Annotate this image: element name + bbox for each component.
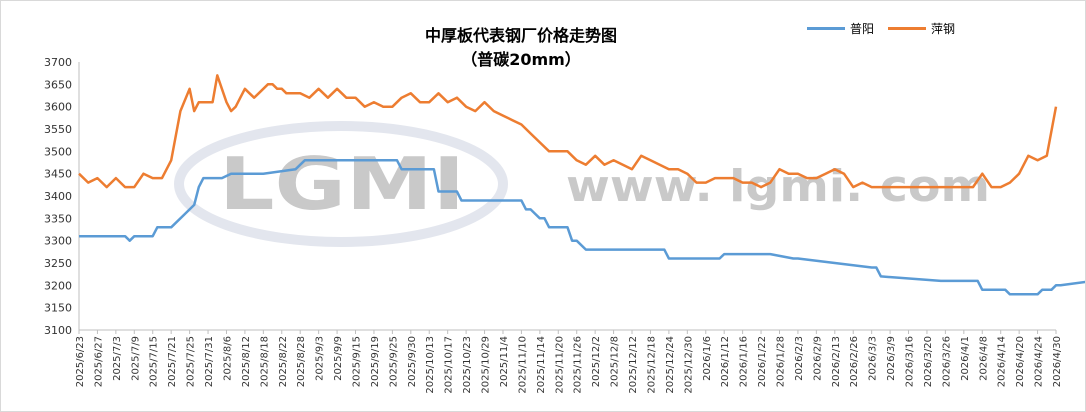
x-tick-label: 2026/3/20: [923, 336, 934, 387]
y-tick-label: 3200: [44, 279, 72, 292]
x-tick-label: 2025/6/23: [75, 336, 86, 387]
y-tick-label: 3550: [44, 123, 72, 136]
x-tick-label: 2025/8/12: [241, 336, 252, 387]
x-tick-label: 2025/11/10: [517, 336, 528, 394]
series-line-puyang: [79, 159, 1085, 296]
x-tick-label: 2025/8/6: [222, 336, 233, 381]
legend-label-pinggang: 萍钢: [931, 22, 956, 36]
y-tick-label: 3300: [44, 235, 72, 248]
x-tick-label: 2026/1/22: [757, 336, 768, 387]
x-tick-label: 2025/9/19: [370, 336, 381, 387]
legend: 普阳 萍钢: [807, 20, 969, 37]
x-tick-label: 2025/12/18: [646, 336, 657, 394]
x-tick-label: 2025/9/25: [388, 336, 399, 387]
x-tick-label: 2026/1/6: [702, 336, 713, 381]
x-tick-label: 2026/1/28: [775, 336, 786, 387]
x-tick-label: 2026/3/26: [941, 336, 952, 387]
x-tick-label: 2025/12/12: [628, 336, 639, 394]
x-tick-label: 2026/3/3: [868, 336, 879, 381]
x-tick-label: 2026/4/24: [1034, 336, 1045, 387]
x-tick-label: 2025/9/30: [407, 336, 418, 387]
chart-subtitle: （普碳20mm）: [461, 50, 581, 69]
x-tick-label: 2025/11/14: [536, 336, 547, 394]
x-tick-label: 2026/3/16: [905, 336, 916, 387]
x-tick-label: 2025/12/8: [610, 336, 621, 387]
series-line-pinggang: [78, 74, 1058, 189]
x-tick-label: 2025/8/18: [259, 336, 270, 387]
x-tick-label: 2025/11/4: [499, 336, 510, 387]
x-tick-label: 2025/9/9: [333, 336, 344, 381]
x-tick-label: 2025/6/27: [93, 336, 104, 387]
series-group: [78, 74, 1085, 296]
x-tick-label: 2025/10/23: [462, 336, 473, 394]
y-tick-label: 3500: [44, 145, 72, 158]
x-tick-label: 2025/7/9: [130, 336, 141, 381]
watermark-ellipse: [174, 121, 508, 247]
x-tick-label: 2026/4/14: [997, 336, 1008, 387]
x-tick-label: 2025/11/20: [554, 336, 565, 394]
y-tick-label: 3100: [44, 324, 72, 337]
y-tick-label: 3400: [44, 190, 72, 203]
legend-label-puyang: 普阳: [850, 22, 875, 36]
legend-item-puyang: 普阳: [807, 20, 874, 37]
x-tick-label: 2025/10/17: [444, 336, 455, 394]
x-tick-label: 2025/9/15: [352, 336, 363, 387]
x-tick-label: 2026/2/26: [849, 336, 860, 387]
x-tick-label: 2025/10/13: [425, 336, 436, 394]
x-tick-label: 2026/2/3: [794, 336, 805, 381]
x-tick-label: 2026/4/1: [960, 336, 971, 381]
x-tick-label: 2025/7/3: [112, 336, 123, 381]
watermark-logo: LGMI: [219, 142, 465, 226]
y-tick-label: 3250: [44, 257, 72, 270]
x-tick-label: 2026/3/9: [886, 336, 897, 381]
y-tick-label: 3650: [44, 78, 72, 91]
x-tick-label: 2026/2/13: [831, 336, 842, 387]
y-tick-label: 3600: [44, 101, 72, 114]
x-tick-label: 2025/7/21: [167, 336, 178, 387]
x-tick-label: 2026/4/8: [978, 336, 989, 381]
x-tick-label: 2026/2/9: [812, 336, 823, 381]
y-tick-label: 3450: [44, 168, 72, 181]
x-tick-label: 2026/1/12: [720, 336, 731, 387]
x-tick-label: 2025/11/26: [573, 336, 584, 394]
x-tick-label: 2025/9/3: [315, 336, 326, 381]
legend-swatch-puyang: [807, 27, 845, 30]
x-tick-label: 2026/4/20: [1015, 336, 1026, 387]
x-tick-label: 2025/8/28: [296, 336, 307, 387]
x-tick-label: 2025/12/2: [591, 336, 602, 387]
legend-item-pinggang: 萍钢: [888, 20, 955, 37]
x-tick-label: 2026/4/30: [1052, 336, 1063, 387]
x-tick-label: 2025/12/30: [683, 336, 694, 394]
x-tick-label: 2025/8/22: [278, 336, 289, 387]
x-tick-label: 2025/10/29: [481, 336, 492, 394]
y-tick-label: 3700: [44, 56, 72, 69]
y-tick-label: 3150: [44, 302, 72, 315]
x-tick-label: 2025/7/25: [186, 336, 197, 387]
x-tick-label: 2026/1/16: [739, 336, 750, 387]
y-tick-label: 3350: [44, 212, 72, 225]
x-tick-label: 2025/7/31: [204, 336, 215, 387]
x-axis: 2025/6/23 2025/6/27 2025/7/3 2025/7/9 2025/7…: [75, 329, 1063, 394]
watermark: LGMI www. lgmi. com: [174, 121, 990, 247]
x-tick-label: 2025/12/24: [665, 336, 676, 394]
y-axis: 3100 3150 3200 3250 3300 3350 3400 3450 3500 3550…: [44, 56, 80, 337]
x-tick-label: 2025/7/15: [149, 336, 160, 387]
legend-swatch-pinggang: [888, 27, 927, 30]
chart-title: 中厚板代表钢厂价格走势图: [424, 26, 617, 45]
